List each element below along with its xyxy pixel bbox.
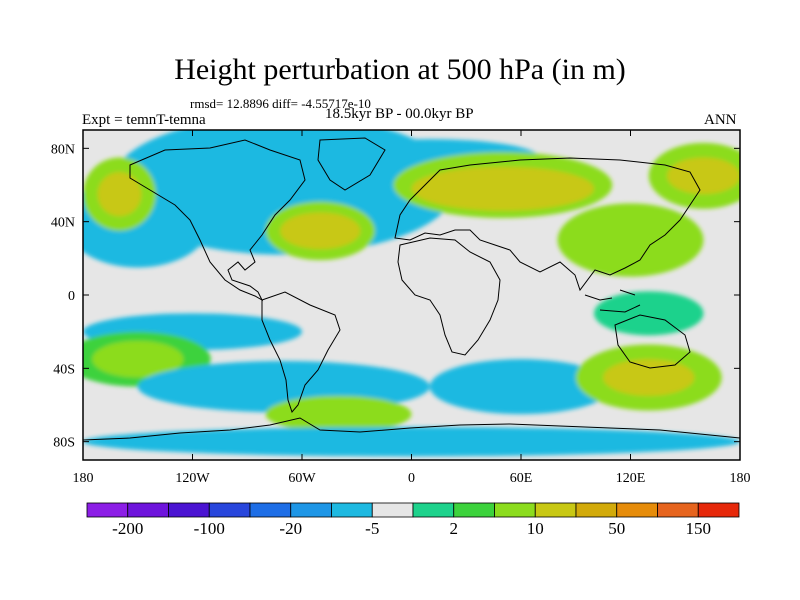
x-tick-label-4: 60E [510,471,533,486]
coast-south-america [261,291,341,413]
coast-eurasia [394,157,701,292]
chart-title: Height perturbation at 500 hPa (in m) [174,53,626,86]
coast-antarctica [83,417,740,441]
colorbar-box-15 [697,502,740,518]
field-region-13 [557,203,704,277]
coast-africa [397,237,501,356]
experiment-label: Expt = temnT-temna [82,112,206,128]
colorbar-box-13 [616,502,658,518]
colorbar-box-5 [290,502,332,518]
colorbar-box-14 [657,502,699,518]
y-axis: 80N 40N 0 40S 80S [51,142,740,451]
field-region-12 [667,157,740,195]
colorbar-label-6: 50 [608,519,625,538]
colorbar-box-12 [575,502,618,518]
colorbar-label-2: -20 [279,519,302,538]
colorbar-box-11 [534,502,577,518]
colorbar-label-1: -100 [194,519,225,538]
y-tick-label-1: 40N [51,216,75,231]
time-range-label: 18.5kyr BP - 00.0kyr BP [325,106,474,122]
colorbar-box-9 [453,502,495,518]
field-region-10 [411,166,594,211]
field-region-22 [603,359,695,396]
coast-indonesia [584,289,641,313]
colorbar-label-3: -5 [365,519,379,538]
contour-field [83,130,740,460]
x-tick-label-5: 120E [616,471,646,486]
y-tick-label-0: 80N [51,142,75,157]
field-region-17 [92,340,184,378]
y-tick-label-3: 40S [53,362,75,377]
season-label: ANN [704,112,737,128]
y-tick-label-4: 80S [53,436,75,451]
field-region-14 [594,291,704,336]
x-tick-label-6: 180 [730,471,751,486]
stats-label: rmsd= 12.8896 diff= -4.55717e-10 [190,96,371,111]
colorbar-label-7: 150 [686,519,712,538]
colorbar-box-1 [127,502,169,518]
coast-north-america [129,139,306,302]
y-tick-label-2: 0 [68,289,75,304]
colorbar-box-8 [412,502,455,518]
x-tick-label-3: 0 [408,471,415,486]
field-region-20 [429,359,613,415]
field-region-7 [280,212,361,250]
x-tick-label-1: 120W [175,471,210,486]
colorbar-box-7 [371,502,414,518]
field-region-23 [83,427,740,457]
colorbar-box-4 [249,502,292,518]
colorbar-box-2 [168,502,210,518]
colorbar-box-0 [86,502,129,518]
colorbar-label-5: 10 [527,519,544,538]
field-region-19 [265,395,412,433]
x-tick-label-0: 180 [73,471,94,486]
colorbar-box-6 [331,502,373,518]
colorbar: -200 -100 -20 -5 2 10 50 150 [86,502,740,538]
coastlines [83,137,740,441]
coast-australia [614,314,691,369]
colorbar-box-3 [208,502,251,518]
x-tick-label-2: 60W [288,471,316,486]
field-regions [83,130,740,457]
coast-greenland [317,137,386,191]
x-axis: 180 120W 60W 0 60E 120E 180 [73,130,751,486]
field-region-5 [97,172,142,217]
colorbar-box-10 [494,502,536,518]
colorbar-label-0: -200 [112,519,143,538]
colorbar-label-4: 2 [450,519,459,538]
